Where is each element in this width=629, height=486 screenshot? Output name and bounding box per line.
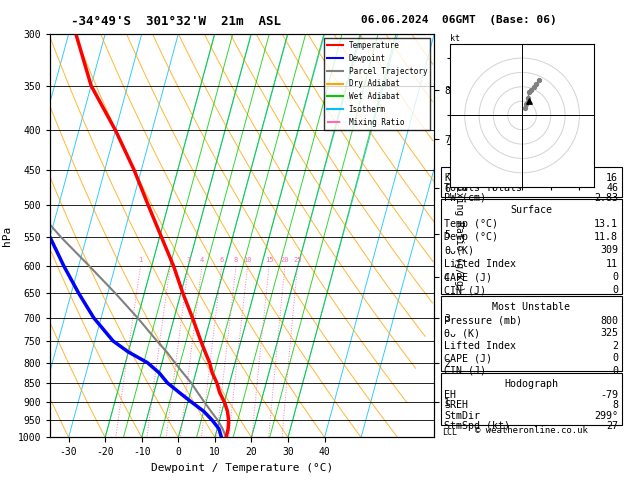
Text: 6: 6 (220, 257, 224, 263)
Text: 06.06.2024  06GMT  (Base: 06): 06.06.2024 06GMT (Base: 06) (361, 15, 557, 25)
Text: 0: 0 (612, 272, 618, 282)
Text: 16: 16 (606, 173, 618, 183)
FancyBboxPatch shape (441, 373, 622, 425)
Text: 0: 0 (612, 285, 618, 295)
FancyBboxPatch shape (441, 296, 622, 371)
Text: 8: 8 (612, 400, 618, 410)
Text: Temp (°C): Temp (°C) (445, 219, 498, 229)
Text: Most Unstable: Most Unstable (493, 302, 571, 312)
Text: θᴗ (K): θᴗ (K) (445, 328, 481, 338)
Text: EH: EH (445, 390, 457, 400)
Legend: Temperature, Dewpoint, Parcel Trajectory, Dry Adiabat, Wet Adiabat, Isotherm, Mi: Temperature, Dewpoint, Parcel Trajectory… (325, 38, 430, 130)
Text: CIN (J): CIN (J) (445, 365, 486, 376)
Point (528, 83, 538, 91)
Point (521, 100, 532, 108)
Text: LCL: LCL (442, 428, 457, 437)
Text: 10: 10 (243, 257, 252, 263)
Text: 27: 27 (606, 421, 618, 431)
Point (526, 86, 536, 93)
Text: © weatheronline.co.uk: © weatheronline.co.uk (475, 426, 587, 435)
Text: 11.8: 11.8 (594, 232, 618, 242)
Text: 309: 309 (600, 245, 618, 255)
X-axis label: Dewpoint / Temperature (°C): Dewpoint / Temperature (°C) (151, 463, 333, 473)
Point (534, 76, 544, 84)
FancyBboxPatch shape (441, 167, 622, 197)
Text: PW (cm): PW (cm) (445, 192, 486, 203)
Text: Hodograph: Hodograph (504, 379, 559, 389)
Point (524, 97, 534, 105)
Text: CIN (J): CIN (J) (445, 285, 486, 295)
Y-axis label: Mixing Ratio (g/kg): Mixing Ratio (g/kg) (454, 180, 464, 292)
Text: 800: 800 (600, 315, 618, 326)
Text: -34°49'S  301°32'W  21m  ASL: -34°49'S 301°32'W 21m ASL (71, 15, 281, 28)
Point (523, 94, 533, 102)
Text: CAPE (J): CAPE (J) (445, 353, 493, 363)
Text: -79: -79 (600, 390, 618, 400)
Point (520, 104, 530, 112)
Text: 2: 2 (612, 341, 618, 350)
Text: 2.83: 2.83 (594, 192, 618, 203)
Text: 20: 20 (281, 257, 289, 263)
Text: Lifted Index: Lifted Index (445, 259, 516, 269)
Text: 15: 15 (265, 257, 274, 263)
Text: 4: 4 (200, 257, 204, 263)
Text: 46: 46 (606, 183, 618, 193)
Text: 2: 2 (168, 257, 172, 263)
Text: StmDir: StmDir (445, 411, 481, 421)
Text: θᴗ(K): θᴗ(K) (445, 245, 474, 255)
Text: kt: kt (450, 34, 460, 43)
Text: Totals Totals: Totals Totals (445, 183, 523, 193)
Text: Dewp (°C): Dewp (°C) (445, 232, 498, 242)
Text: Lifted Index: Lifted Index (445, 341, 516, 350)
Text: K: K (445, 173, 450, 183)
Text: 8: 8 (234, 257, 238, 263)
Point (524, 88, 534, 96)
Text: 0: 0 (612, 353, 618, 363)
Text: SREH: SREH (445, 400, 469, 410)
Text: CAPE (J): CAPE (J) (445, 272, 493, 282)
Point (532, 80, 542, 88)
Text: StmSpd (kt): StmSpd (kt) (445, 421, 511, 431)
Text: 325: 325 (600, 328, 618, 338)
Text: 25: 25 (293, 257, 302, 263)
Text: 0: 0 (612, 365, 618, 376)
Text: 11: 11 (606, 259, 618, 269)
Text: Pressure (mb): Pressure (mb) (445, 315, 523, 326)
Text: 13.1: 13.1 (594, 219, 618, 229)
Text: Surface: Surface (510, 206, 552, 215)
Text: 3: 3 (186, 257, 191, 263)
Text: 1: 1 (138, 257, 143, 263)
Text: 299°: 299° (594, 411, 618, 421)
Y-axis label: hPa: hPa (3, 226, 12, 246)
FancyBboxPatch shape (441, 199, 622, 294)
